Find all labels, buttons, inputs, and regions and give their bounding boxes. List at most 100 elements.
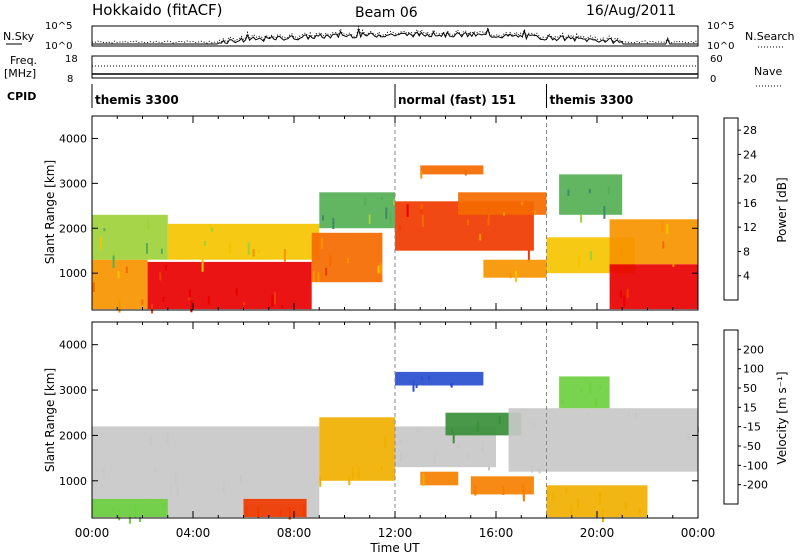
data-speckle [222,481,225,493]
data-region [609,219,698,265]
data-speckle [612,255,615,261]
data-speckle [273,291,276,305]
y-tick-label: 2000 [59,429,87,442]
data-speckle [420,204,423,209]
data-speckle [154,467,157,474]
freq-tick-low: 8 [67,74,73,85]
data-speckle [146,243,148,254]
y-tick-label: 1000 [59,267,87,280]
data-speckle [147,219,150,231]
data-speckle [189,289,191,298]
data-speckle [522,483,525,495]
data-region [92,498,168,517]
data-speckle [125,266,128,274]
data-speckle [357,467,360,480]
data-speckle [117,271,120,279]
data-region [609,264,698,310]
colorbar-tick-label: 16 [743,197,757,210]
data-speckle [149,435,152,447]
data-speckle [531,465,534,473]
data-speckle [118,509,121,521]
data-speckle [487,213,490,226]
data-speckle [389,211,392,225]
data-speckle [112,251,115,260]
data-region [483,259,547,278]
data-speckle [112,255,115,268]
data-speckle [476,421,479,433]
data-speckle [312,270,315,282]
y-tick-label: 2000 [59,222,87,235]
y-tick-label: 1000 [59,475,87,488]
data-speckle [624,502,627,511]
data-region [311,232,383,283]
data-region [243,498,307,517]
data-speckle [160,248,163,254]
velocity-ylabel: Slant Range [km] [43,368,57,472]
data-speckle [434,454,436,464]
velocity-colorbar: 200 100 50 15 -15 -50 -100 -200 [723,329,768,505]
data-speckle [620,290,622,298]
data-speckle [368,214,371,224]
y-tick-label: 4000 [59,339,87,352]
beam-title: Beam 06 [355,5,418,21]
data-speckle [561,400,564,404]
data-speckle [245,505,248,516]
data-speckle [552,492,555,501]
data-speckle [502,486,505,495]
data-speckle [491,208,494,215]
data-speckle [406,204,409,217]
data-speckle [347,258,349,263]
data-speckle [534,210,537,214]
data-speckle [210,224,212,229]
nsearch-label: N.Search [745,30,795,43]
data-speckle [627,411,630,416]
data-speckle [538,469,541,474]
time-tick-labels: 00:00 04:00 08:00 12:00 16:00 20:00 00:00 [75,526,716,540]
velocity-panel: 1000 2000 3000 4000 [59,321,699,524]
data-speckle [102,468,105,480]
data-speckle [420,209,423,214]
data-speckle [428,375,431,381]
data-speckle [594,398,597,407]
data-speckle [176,486,179,498]
data-region [92,214,168,260]
data-speckle [201,259,204,272]
data-speckle [385,207,388,219]
data-speckle [451,428,454,434]
time-axis-label: Time UT [369,541,420,554]
data-region [559,174,623,215]
data-speckle [332,218,335,229]
data-speckle [662,241,665,249]
data-speckle [380,466,383,471]
data-speckle [283,249,286,262]
data-speckle [103,228,106,232]
data-speckle [92,282,95,292]
data-speckle [207,296,210,305]
freq-label: Freq. [10,54,37,67]
colorbar-tick-label: 4 [743,270,750,283]
data-speckle [546,491,549,500]
data-speckle [589,383,592,393]
data-speckle [576,498,579,509]
colorbar-tick-label: 20 [743,173,757,186]
data-speckle [279,509,282,517]
colorbar-tick-label: 28 [743,124,757,137]
data-speckle [228,243,231,255]
data-speckle [474,485,477,496]
data-region [147,261,312,310]
data-speckle [400,451,403,463]
nsearch-tick-high: 10^5 [707,21,734,32]
data-speckle [565,487,568,494]
data-speckle [412,380,415,392]
data-region [167,223,320,260]
cpid-segment-label: themis 3300 [95,93,179,107]
data-speckle [399,439,402,444]
nave-label: Nave [754,65,782,78]
time-tick-label: 04:00 [176,526,211,540]
data-speckle [661,220,664,232]
data-speckle [420,170,423,179]
data-speckle [599,491,602,504]
y-tick-label: 3000 [59,384,87,397]
data-speckle [211,227,213,232]
nave-tick-low: 0 [710,74,716,85]
